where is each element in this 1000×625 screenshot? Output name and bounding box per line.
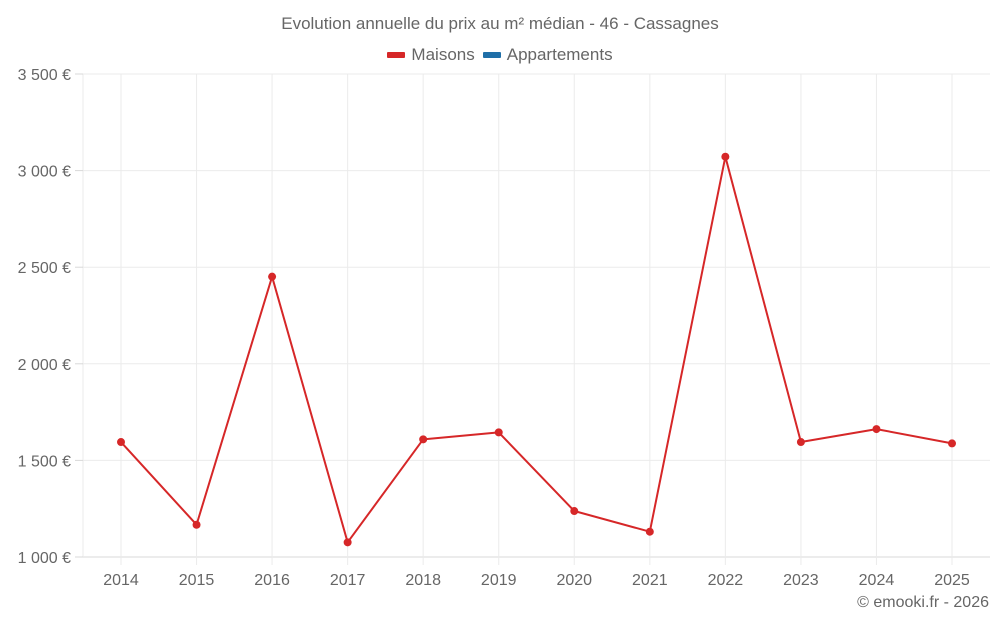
data-point[interactable] (721, 152, 730, 161)
legend-label-appartements: Appartements (506, 45, 613, 64)
y-tick-label: 1 000 € (18, 550, 71, 567)
y-tick-label: 3 500 € (18, 67, 71, 84)
data-point[interactable] (419, 435, 428, 444)
grid-lines (82, 73, 990, 565)
x-tick-label: 2023 (783, 572, 819, 589)
y-tick-label: 2 000 € (18, 357, 71, 374)
legend-swatch-maisons (387, 52, 406, 58)
data-point[interactable] (796, 438, 805, 447)
y-axis: 1 000 € 1 500 € 2 000 € 2 500 € 3 000 € 3 500… (18, 67, 83, 567)
data-point[interactable] (948, 439, 956, 448)
x-tick-label: 2018 (405, 572, 441, 589)
x-tick-label: 2020 (556, 572, 592, 589)
legend-item-appartements[interactable]: Appartements (482, 45, 613, 65)
y-tick-label: 2 500 € (18, 260, 71, 277)
x-tick-label: 2021 (632, 572, 668, 589)
data-point[interactable] (343, 538, 352, 547)
x-tick-label: 2017 (330, 572, 366, 589)
legend: Maisons Appartements (0, 45, 1000, 65)
x-tick-label: 2014 (103, 572, 139, 589)
chart-title: Evolution annuelle du prix au m² médian … (281, 14, 719, 33)
series-maisons (117, 152, 956, 547)
data-point[interactable] (645, 527, 654, 536)
y-tick-label: 3 000 € (18, 164, 71, 181)
data-point[interactable] (872, 425, 881, 434)
data-point[interactable] (494, 428, 503, 437)
y-tick-label: 1 500 € (18, 453, 71, 470)
x-tick-label: 2015 (179, 572, 215, 589)
maisons-line (120, 155, 953, 544)
x-tick-label: 2022 (708, 572, 744, 589)
data-point[interactable] (570, 507, 579, 516)
x-tick-label: 2024 (859, 572, 895, 589)
x-tick-label: 2016 (254, 572, 290, 589)
legend-item-maisons[interactable]: Maisons (387, 45, 475, 65)
data-point[interactable] (268, 272, 277, 281)
x-tick-label: 2025 (934, 572, 970, 589)
legend-label-maisons: Maisons (411, 45, 475, 64)
x-axis: 2014 2015 2016 2017 2018 2019 2020 2021 2022 2023… (103, 572, 970, 589)
credit-text: © emooki.fr - 2026 (857, 594, 989, 611)
data-point[interactable] (117, 438, 125, 447)
legend-swatch-appartements (482, 52, 501, 58)
x-tick-label: 2019 (481, 572, 517, 589)
data-point[interactable] (192, 520, 201, 529)
